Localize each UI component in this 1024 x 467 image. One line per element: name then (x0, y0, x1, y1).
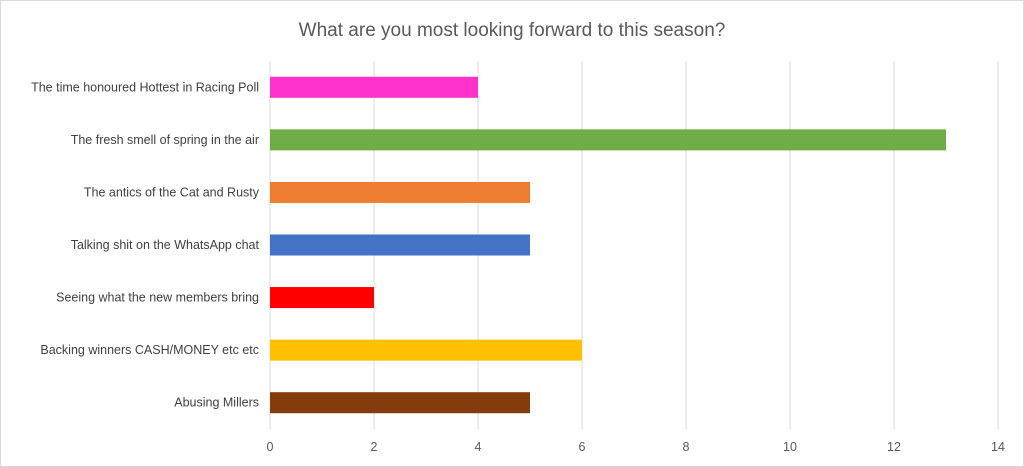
category-label: Seeing what the new members bring (56, 291, 259, 305)
bar (270, 392, 530, 414)
category-label: Backing winners CASH/MONEY etc etc (40, 343, 259, 357)
x-tick-label: 10 (783, 440, 797, 454)
x-tick-label: 2 (371, 440, 378, 454)
category-labels: The time honoured Hottest in Racing Poll… (31, 80, 260, 409)
category-label: Talking shit on the WhatsApp chat (71, 238, 260, 252)
bars (270, 76, 946, 414)
category-label: The fresh smell of spring in the air (71, 133, 259, 147)
x-tick-label: 12 (887, 440, 901, 454)
x-tick-label: 14 (991, 440, 1005, 454)
x-tick-label: 8 (683, 440, 690, 454)
x-axis-tick-labels: 0 2 4 6 8 10 12 14 (267, 440, 1005, 454)
category-label: The antics of the Cat and Rusty (84, 185, 260, 199)
category-label: The time honoured Hottest in Racing Poll (31, 80, 259, 94)
bar (270, 129, 946, 151)
bar (270, 339, 582, 361)
x-tick-label: 4 (475, 440, 482, 454)
chart-title: What are you most looking forward to thi… (299, 20, 726, 41)
bar (270, 234, 530, 256)
bar (270, 287, 374, 309)
category-label: Abusing Millers (174, 396, 259, 410)
bar (270, 181, 530, 203)
x-tick-label: 0 (267, 440, 274, 454)
bar (270, 76, 478, 98)
x-tick-label: 6 (579, 440, 586, 454)
